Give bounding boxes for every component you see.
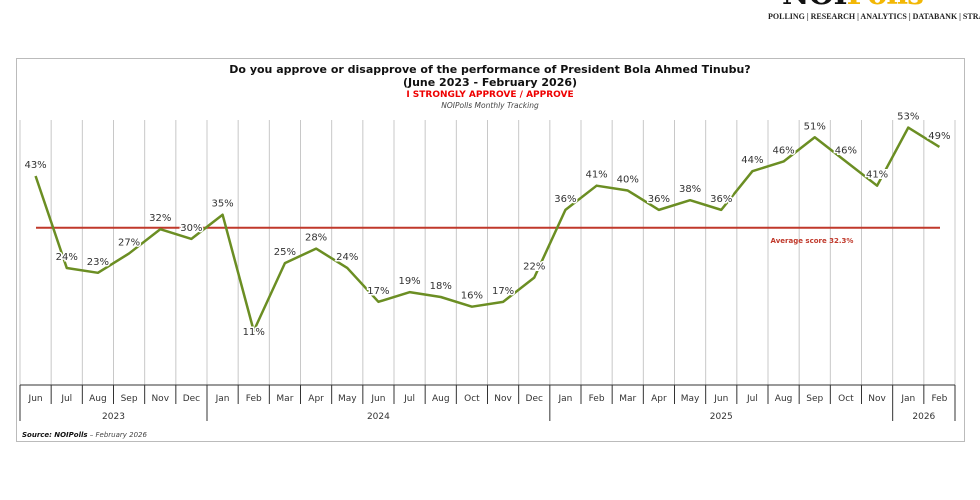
data-label: 22% bbox=[523, 262, 545, 273]
x-tick-label: Aug bbox=[432, 394, 450, 404]
source-brand: NOIPolls bbox=[54, 431, 88, 439]
x-tick-label: Nov bbox=[868, 394, 886, 404]
x-tick-label: May bbox=[681, 394, 700, 404]
x-tick-label: Jan bbox=[557, 394, 572, 404]
x-tick-label: Jan bbox=[215, 394, 230, 404]
x-tick-label: Feb bbox=[589, 394, 605, 404]
noipolls-logo: NOIPolls bbox=[782, 0, 980, 11]
data-label: 41% bbox=[866, 170, 888, 181]
year-label: 2025 bbox=[710, 412, 733, 422]
source-date: – February 2026 bbox=[87, 431, 147, 439]
series-line bbox=[34, 126, 941, 333]
data-label: 36% bbox=[710, 194, 732, 205]
x-tick-label: Mar bbox=[276, 394, 293, 404]
x-tick-label: Oct bbox=[838, 394, 854, 404]
data-label: 46% bbox=[835, 145, 857, 156]
source-label: Source: bbox=[22, 431, 52, 439]
x-tick-label: Feb bbox=[931, 394, 947, 404]
x-tick-label: Jun bbox=[370, 394, 385, 404]
x-tick-label: Apr bbox=[308, 394, 324, 404]
data-label: 41% bbox=[585, 170, 607, 181]
data-label: 11% bbox=[243, 327, 265, 338]
chart-frame bbox=[16, 58, 965, 442]
source-note: Source: NOIPolls – February 2026 bbox=[22, 431, 147, 439]
data-label: 36% bbox=[648, 194, 670, 205]
data-label: 24% bbox=[336, 252, 358, 263]
data-label: 53% bbox=[897, 112, 919, 123]
data-label: 49% bbox=[928, 131, 950, 142]
data-label: 46% bbox=[772, 145, 794, 156]
x-tick-label: Jul bbox=[60, 394, 72, 404]
data-label: 38% bbox=[679, 184, 701, 195]
data-label: 36% bbox=[554, 194, 576, 205]
data-label: 40% bbox=[617, 175, 639, 186]
year-label: 2024 bbox=[367, 412, 390, 422]
x-tick-label: Feb bbox=[246, 394, 262, 404]
data-label: 19% bbox=[398, 276, 420, 287]
x-tick-label: May bbox=[338, 394, 357, 404]
data-label: 30% bbox=[180, 223, 202, 234]
data-label: 18% bbox=[430, 281, 452, 292]
chart-subtitle: (June 2023 - February 2026) bbox=[402, 76, 578, 89]
x-tick-label: Jun bbox=[713, 394, 728, 404]
data-label: 17% bbox=[367, 286, 389, 297]
x-tick-label: Jun bbox=[28, 394, 43, 404]
x-tick-label: Sep bbox=[121, 394, 138, 404]
data-label: 32% bbox=[149, 213, 171, 224]
data-label: 23% bbox=[87, 257, 109, 268]
average-label: Average score 32.3% bbox=[771, 237, 854, 245]
x-tick-label: Mar bbox=[619, 394, 636, 404]
x-tick-label: Dec bbox=[183, 394, 200, 404]
data-label: 43% bbox=[24, 160, 46, 171]
chart-title: Do you approve or disapprove of the perf… bbox=[229, 63, 751, 76]
data-label: 51% bbox=[804, 121, 826, 132]
data-label: 35% bbox=[211, 199, 233, 210]
data-label: 28% bbox=[305, 233, 327, 244]
x-tick-label: Sep bbox=[806, 394, 823, 404]
x-tick-label: Jul bbox=[746, 394, 758, 404]
x-tick-label: Aug bbox=[775, 394, 793, 404]
x-tick-label: Jan bbox=[900, 394, 915, 404]
data-label: 16% bbox=[461, 291, 483, 302]
x-tick-label: Apr bbox=[651, 394, 667, 404]
data-label: 25% bbox=[274, 247, 296, 258]
x-tick-label: Dec bbox=[526, 394, 543, 404]
data-label: 27% bbox=[118, 237, 140, 248]
year-label: 2026 bbox=[912, 412, 935, 422]
x-tick-label: Nov bbox=[151, 394, 169, 404]
logo-tagline: POLLING | RESEARCH | ANALYTICS | DATABAN… bbox=[768, 12, 980, 21]
logo-wordmark: NOIPolls bbox=[782, 0, 924, 11]
year-label: 2023 bbox=[102, 412, 125, 422]
x-tick-label: Jul bbox=[403, 394, 415, 404]
x-tick-label: Oct bbox=[464, 394, 480, 404]
x-tick-label: Aug bbox=[89, 394, 107, 404]
data-label: 17% bbox=[492, 286, 514, 297]
data-label: 24% bbox=[56, 252, 78, 263]
series-label: I STRONGLY APPROVE / APPROVE bbox=[406, 90, 574, 100]
tracking-label: NOIPolls Monthly Tracking bbox=[441, 101, 539, 110]
data-label: 44% bbox=[741, 155, 763, 166]
x-tick-label: Nov bbox=[494, 394, 512, 404]
